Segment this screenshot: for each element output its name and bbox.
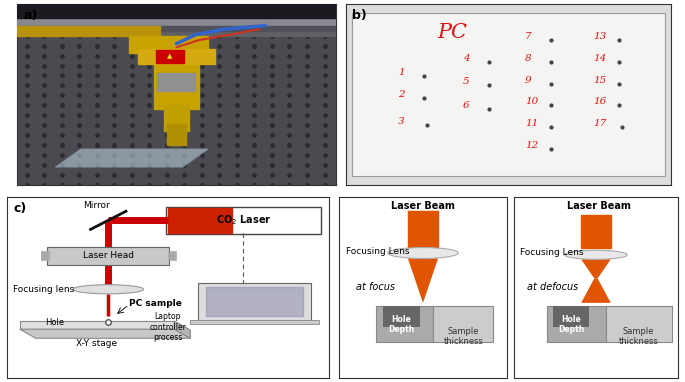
Bar [164,105,189,131]
Text: Hole
Depth: Hole Depth [388,315,414,334]
Bar [553,306,589,327]
Text: 9: 9 [525,76,532,84]
FancyBboxPatch shape [199,283,311,321]
Text: 6: 6 [463,101,470,110]
Bar [408,211,438,248]
Text: at focus: at focus [356,282,395,293]
Bar [547,306,606,342]
Bar [606,306,671,342]
Text: Mirror: Mirror [84,201,110,210]
Bar [168,208,232,233]
Bar [376,306,433,342]
Polygon shape [190,320,319,324]
Text: 13: 13 [593,32,606,41]
Polygon shape [55,149,208,167]
Bar [383,306,420,327]
Polygon shape [20,329,190,338]
Text: Focusing Lens: Focusing Lens [346,247,410,256]
Bar [17,26,336,31]
Text: 12: 12 [525,141,538,150]
FancyBboxPatch shape [47,247,169,265]
Bar [167,123,186,145]
Ellipse shape [73,285,144,294]
Text: 14: 14 [593,54,606,63]
Ellipse shape [388,248,458,259]
Polygon shape [20,321,174,329]
Bar [40,251,49,260]
Text: 7: 7 [525,32,532,41]
FancyBboxPatch shape [155,50,184,63]
Bar [168,251,176,260]
Ellipse shape [564,250,627,259]
FancyBboxPatch shape [352,13,664,176]
Bar [158,73,195,91]
Polygon shape [581,278,611,303]
Bar [154,40,199,109]
Text: c): c) [13,202,27,215]
Text: 2: 2 [398,90,405,99]
Text: Sample
thickness: Sample thickness [619,327,659,346]
Text: Laser Beam: Laser Beam [391,201,455,211]
Text: 15: 15 [593,76,606,84]
Text: b): b) [352,9,367,22]
Text: Laser Beam: Laser Beam [567,201,631,211]
Bar [206,288,303,316]
Text: 8: 8 [525,54,532,63]
Text: Laser Head: Laser Head [83,251,134,260]
Bar [17,4,336,18]
Bar [138,49,214,64]
Text: 4: 4 [463,54,470,63]
Text: X-Y stage: X-Y stage [77,339,118,348]
Text: 10: 10 [525,97,538,106]
Bar [17,26,160,36]
Text: a): a) [23,9,38,22]
Text: ▲: ▲ [167,53,173,60]
Text: 5: 5 [463,77,470,86]
Bar [581,215,611,248]
Text: Focusing Lens: Focusing Lens [521,248,584,257]
Text: at defocus: at defocus [527,282,578,293]
Text: PC sample: PC sample [129,299,182,308]
Text: PC: PC [437,23,467,42]
FancyBboxPatch shape [166,207,321,234]
Text: Focusing lens: Focusing lens [13,285,75,294]
Text: Hole
Depth: Hole Depth [558,315,584,334]
Polygon shape [581,259,611,278]
Text: Sample
thickness: Sample thickness [443,327,483,346]
Text: CO$_2$ Laser: CO$_2$ Laser [216,214,271,227]
Bar [17,4,336,36]
Bar [17,18,336,26]
Bar [433,306,493,342]
Text: 16: 16 [593,97,606,106]
Text: 1: 1 [398,68,405,77]
Text: Hole: Hole [45,318,64,327]
Bar [129,37,208,53]
Text: 11: 11 [525,119,538,128]
Text: 17: 17 [593,119,606,128]
Polygon shape [408,259,438,303]
Text: Laptop
controller
process: Laptop controller process [149,312,186,342]
Polygon shape [174,321,190,338]
Text: 3: 3 [398,117,405,126]
